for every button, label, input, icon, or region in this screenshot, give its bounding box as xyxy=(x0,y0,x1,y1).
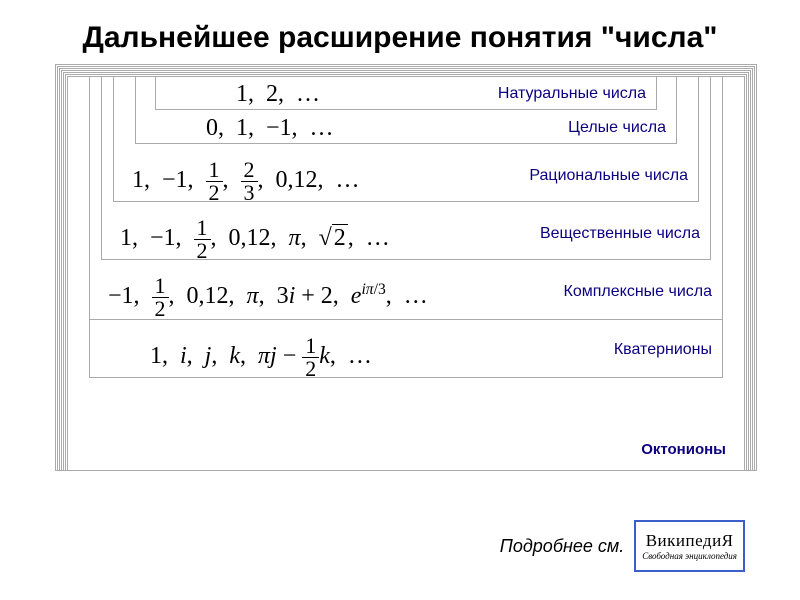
wikipedia-logo-sub: Свободная энциклопедия xyxy=(642,551,737,561)
footer: Подробнее см. ВикипедиЯ Свободная энцикл… xyxy=(500,520,745,572)
label-octonion: Октонионы xyxy=(641,441,726,458)
math-real: 1, −1, 12, 0,12, π, 2, … xyxy=(120,217,390,262)
wikipedia-logo-main: ВикипедиЯ xyxy=(646,531,734,551)
label-quaternion: Кватернионы xyxy=(614,341,712,359)
math-quaternion: 1, i, j, k, πj − 12k, … xyxy=(150,335,372,380)
label-real: Вещественные числа xyxy=(540,225,700,243)
footer-text: Подробнее см. xyxy=(500,536,624,557)
label-integer: Целые числа xyxy=(568,119,666,137)
page-title: Дальнейшее расширение понятия "числа" xyxy=(0,0,800,71)
box-natural: 1, 2, … Натуральные числа xyxy=(155,76,657,110)
math-complex: −1, 12, 0,12, π, 3i + 2, eiπ/3, … xyxy=(108,275,428,320)
label-complex: Комплексные числа xyxy=(564,283,712,301)
number-diagram: Октонионы 1, i, j, k, πj − 12k, … Кватер… xyxy=(55,76,745,471)
label-rational: Рациональные числа xyxy=(529,167,688,185)
math-integer: 0, 1, −1, … xyxy=(206,115,334,142)
label-natural: Натуральные числа xyxy=(498,85,646,103)
math-rational: 1, −1, 12, 23, 0,12, … xyxy=(132,159,360,204)
math-natural: 1, 2, … xyxy=(236,81,320,108)
wikipedia-link[interactable]: ВикипедиЯ Свободная энциклопедия xyxy=(634,520,745,572)
